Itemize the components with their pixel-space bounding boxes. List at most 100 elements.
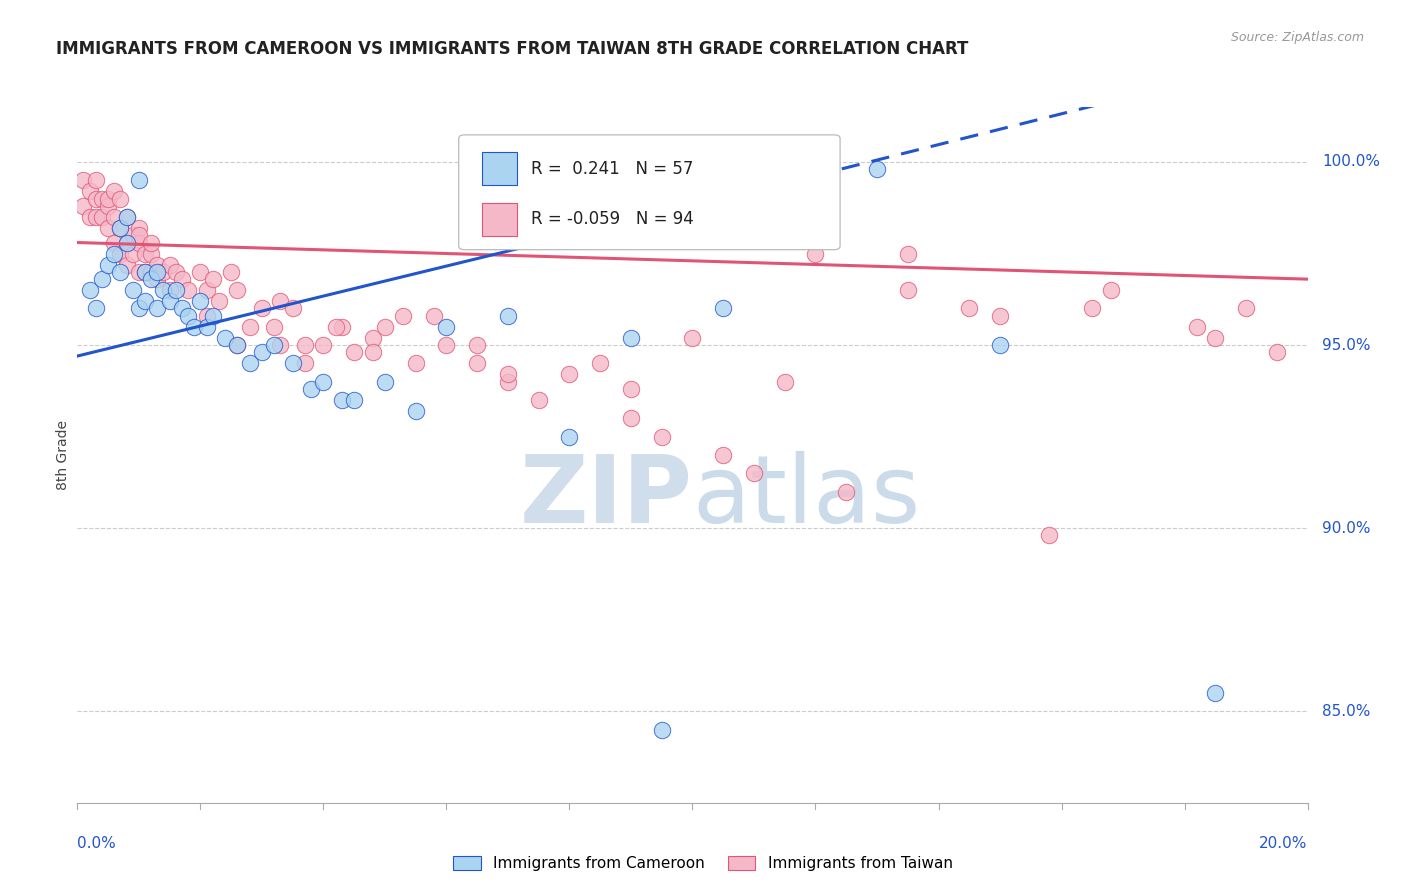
Point (121, 246, 143, 260)
Text: 95.0%: 95.0% (1323, 337, 1371, 352)
Point (183, 319, 205, 334)
Point (165, 265, 187, 279)
Point (263, 319, 285, 334)
Point (146, 301, 169, 316)
Text: R = -0.059   N = 94: R = -0.059 N = 94 (531, 211, 695, 228)
Point (110, 220, 132, 235)
Point (146, 258, 169, 272)
Point (134, 265, 156, 279)
Point (226, 338, 249, 352)
Point (1099, 283, 1122, 297)
Point (239, 356, 262, 370)
Point (343, 345, 366, 359)
Point (620, 411, 643, 425)
Point (134, 294, 156, 309)
Point (269, 294, 291, 309)
Point (361, 345, 384, 359)
Point (84, 173, 107, 187)
Point (1204, 331, 1226, 345)
Point (269, 338, 291, 352)
Point (957, 301, 980, 316)
Point (312, 375, 335, 389)
FancyBboxPatch shape (482, 152, 516, 186)
Point (152, 265, 174, 279)
Point (115, 210, 138, 224)
Point (299, 382, 322, 396)
Point (711, 448, 734, 462)
Point (152, 283, 174, 297)
Point (294, 338, 316, 352)
Point (496, 368, 519, 382)
Point (620, 331, 643, 345)
Point (115, 235, 138, 250)
Point (141, 272, 163, 286)
Point (405, 356, 427, 370)
Point (294, 356, 316, 370)
Point (159, 294, 181, 309)
Point (159, 283, 181, 297)
Point (170, 272, 193, 286)
Point (361, 331, 384, 345)
Point (90, 192, 114, 206)
Legend: Immigrants from Cameroon, Immigrants from Taiwan: Immigrants from Cameroon, Immigrants fro… (447, 850, 959, 877)
Point (165, 283, 187, 297)
Point (115, 235, 138, 250)
Point (281, 356, 304, 370)
Point (141, 235, 163, 250)
Point (226, 283, 249, 297)
Point (1204, 686, 1226, 700)
Point (988, 309, 1011, 323)
Point (312, 338, 335, 352)
Point (159, 258, 181, 272)
Point (651, 429, 673, 443)
Text: Source: ZipAtlas.com: Source: ZipAtlas.com (1230, 31, 1364, 45)
Point (103, 210, 125, 224)
Point (134, 246, 156, 260)
Text: R =  0.241   N = 57: R = 0.241 N = 57 (531, 160, 693, 178)
Point (121, 228, 143, 243)
Point (250, 301, 273, 316)
Point (496, 309, 519, 323)
Point (682, 331, 704, 345)
Point (465, 338, 488, 352)
Point (79, 184, 101, 198)
Point (527, 392, 550, 407)
Point (177, 283, 200, 297)
Point (897, 246, 920, 260)
Point (374, 375, 396, 389)
Y-axis label: 8th Grade: 8th Grade (56, 420, 70, 490)
FancyBboxPatch shape (458, 135, 841, 250)
Point (110, 265, 132, 279)
Text: 100.0%: 100.0% (1323, 154, 1381, 169)
Point (281, 301, 304, 316)
Point (141, 265, 163, 279)
Point (115, 210, 138, 224)
Point (97, 220, 120, 235)
Point (170, 301, 193, 316)
Point (201, 309, 224, 323)
Point (97, 192, 120, 206)
Point (90, 272, 114, 286)
Point (195, 283, 218, 297)
Point (711, 301, 734, 316)
Text: 20.0%: 20.0% (1260, 836, 1308, 851)
Point (79, 210, 101, 224)
Point (103, 246, 125, 260)
FancyBboxPatch shape (482, 202, 516, 235)
Point (195, 309, 218, 323)
Point (121, 283, 143, 297)
Point (208, 294, 231, 309)
Point (110, 220, 132, 235)
Point (128, 301, 150, 316)
Point (374, 319, 396, 334)
Point (988, 338, 1011, 352)
Text: 90.0%: 90.0% (1323, 521, 1371, 536)
Point (651, 723, 673, 737)
Point (72, 173, 94, 187)
Point (1185, 319, 1208, 334)
Point (188, 265, 212, 279)
Point (620, 382, 643, 396)
Point (134, 265, 156, 279)
Point (90, 210, 114, 224)
Point (436, 319, 458, 334)
